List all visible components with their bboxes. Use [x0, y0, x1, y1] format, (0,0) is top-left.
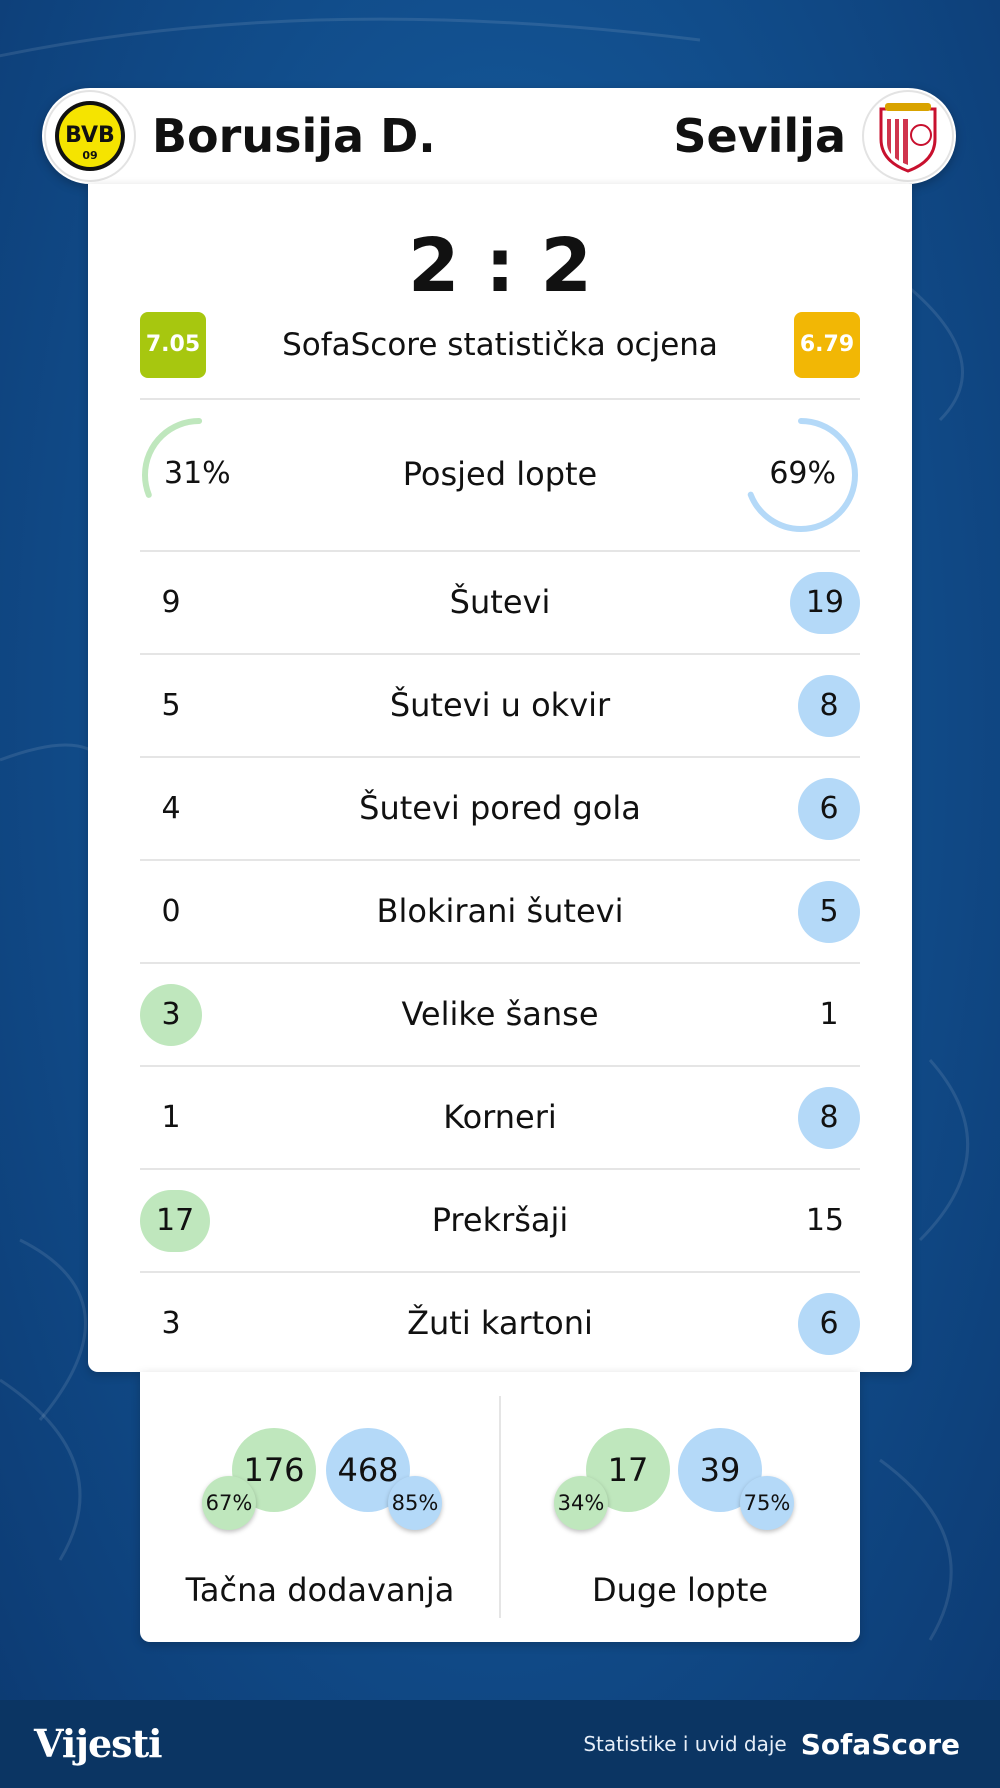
- stats-list: 9 Šutevi 19 5 Šutevi u okvir 8 4 Šutevi …: [140, 550, 860, 1374]
- stat-label: Šutevi pored gola: [359, 789, 641, 827]
- divider: [499, 1396, 501, 1618]
- stat-row: 4 Šutevi pored gola 6: [140, 756, 860, 859]
- away-rating-badge: 6.79: [794, 312, 860, 378]
- match-header: BVB 09 Borusija D. Sevilja: [42, 88, 956, 184]
- home-stat-value: 4: [161, 791, 181, 826]
- accurate-passes-group: 176 67% 468 85% Tačna dodavanja: [140, 1372, 500, 1642]
- away-stat-value: 8: [798, 675, 860, 737]
- home-stat-value: 0: [161, 894, 181, 929]
- credit: Statistike i uvid daje SofaScore: [583, 1718, 960, 1770]
- away-stat-value: 5: [798, 881, 860, 943]
- home-stat-value: 3: [161, 1306, 181, 1341]
- away-stat-value: 1: [819, 997, 839, 1032]
- svg-text:BVB: BVB: [65, 123, 115, 148]
- home-rating-badge: 7.05: [140, 312, 206, 378]
- away-stat-value: 6: [798, 1293, 860, 1355]
- credit-text: Statistike i uvid daje: [583, 1732, 787, 1756]
- stat-row: 5 Šutevi u okvir 8: [140, 653, 860, 756]
- stat-row: 9 Šutevi 19: [140, 550, 860, 653]
- sofascore-logo: SofaScore: [800, 1727, 960, 1761]
- vijesti-logo: Vijesti: [34, 1721, 163, 1766]
- stat-label: Blokirani šutevi: [376, 892, 624, 930]
- away-team-name: Sevilja: [673, 109, 846, 163]
- possession-label: Posjed lopte: [402, 455, 598, 493]
- stat-label: Korneri: [443, 1098, 557, 1136]
- stat-label: Žuti kartoni: [407, 1304, 593, 1342]
- home-stat-value: 1: [161, 1100, 181, 1135]
- home-possession-ring: [142, 418, 256, 532]
- stats-card: 2 : 2 7.05 SofaScore statistička ocjena …: [88, 184, 912, 1372]
- away-stat-value: 6: [798, 778, 860, 840]
- stat-row: 3 Žuti kartoni 6: [140, 1271, 860, 1374]
- away-stat-value: 15: [805, 1203, 844, 1238]
- match-score: 2 : 2: [407, 223, 593, 309]
- stat-label: Šutevi u okvir: [389, 686, 611, 724]
- long-balls-group: 17 34% 39 75% Duge lopte: [500, 1372, 860, 1642]
- possession-row: 31% Posjed lopte 69%: [140, 398, 860, 552]
- passes-card: 176 67% 468 85% Tačna dodavanja 17 34% 3…: [140, 1372, 860, 1642]
- stat-label: Šutevi: [449, 583, 551, 621]
- home-team-logo: BVB 09: [46, 92, 134, 180]
- away-stat-value: 19: [789, 572, 860, 634]
- away-long-balls-pct: 75%: [740, 1476, 794, 1530]
- stat-label: Prekršaji: [431, 1201, 569, 1239]
- home-accurate-passes-pct: 67%: [202, 1476, 256, 1530]
- stat-row: 3 Velike šanse 1: [140, 962, 860, 1065]
- home-stat-value: 9: [161, 585, 181, 620]
- stat-row: 0 Blokirani šutevi 5: [140, 859, 860, 962]
- away-team-logo: [864, 92, 952, 180]
- footer: Vijesti Statistike i uvid daje SofaScore: [0, 1700, 1000, 1788]
- away-long-balls: 39: [678, 1428, 762, 1512]
- stat-label: Velike šanse: [401, 995, 599, 1033]
- away-possession-value: 69%: [769, 456, 836, 491]
- long-balls-label: Duge lopte: [591, 1571, 769, 1609]
- away-possession-ring: [744, 418, 858, 532]
- rating-row: 7.05 SofaScore statistička ocjena 6.79: [140, 312, 860, 378]
- accurate-passes-label: Tačna dodavanja: [185, 1571, 455, 1609]
- home-possession-value: 31%: [164, 456, 231, 491]
- bvb-crest-icon: BVB 09: [55, 101, 125, 171]
- svg-text:09: 09: [82, 149, 97, 162]
- away-stat-value: 8: [798, 1087, 860, 1149]
- sevilla-crest-icon: [879, 103, 937, 173]
- home-long-balls-pct: 34%: [554, 1476, 608, 1530]
- home-stat-value: 5: [161, 688, 181, 723]
- stat-row: 1 Korneri 8: [140, 1065, 860, 1168]
- away-accurate-passes-pct: 85%: [388, 1476, 442, 1530]
- home-stat-value: 3: [140, 984, 202, 1046]
- rating-label: SofaScore statistička ocjena: [282, 327, 718, 363]
- stat-row: 17 Prekršaji 15: [140, 1168, 860, 1271]
- home-team-name: Borusija D.: [152, 109, 436, 163]
- home-stat-value: 17: [140, 1190, 211, 1252]
